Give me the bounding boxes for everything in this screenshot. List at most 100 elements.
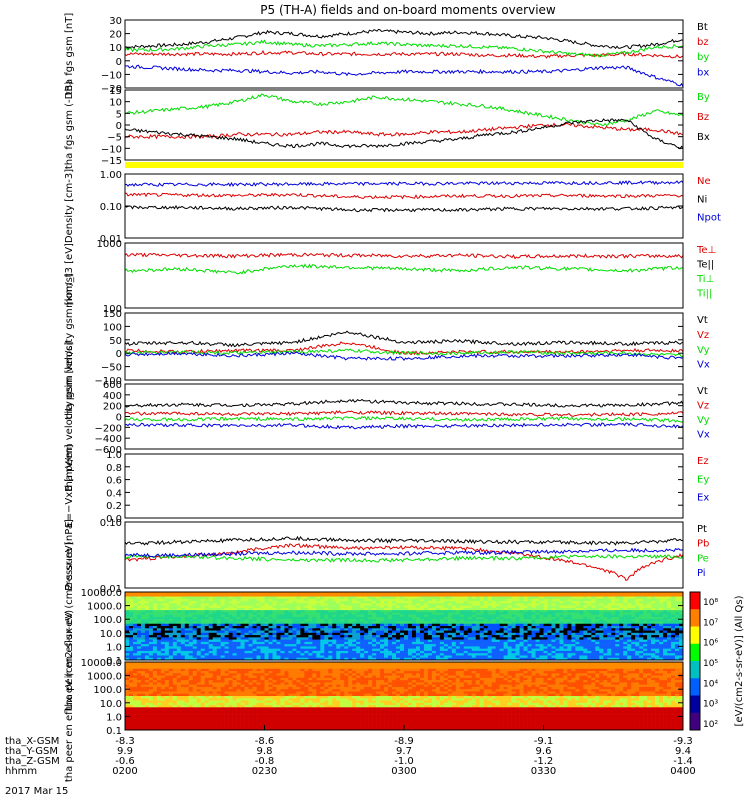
- spectrogram-cell: [225, 603, 229, 606]
- spectrogram-cell: [555, 655, 559, 658]
- spectrogram-cell: [496, 597, 500, 600]
- spectrogram-cell: [360, 606, 364, 609]
- spectrogram-cell: [627, 626, 631, 629]
- spectrogram-cell: [141, 696, 145, 699]
- spectrogram-cell: [185, 637, 189, 640]
- spectrogram-cell: [344, 646, 348, 649]
- spectrogram-cell: [440, 637, 444, 640]
- spectrogram-cell: [484, 655, 488, 658]
- spectrogram-cell: [619, 621, 623, 624]
- spectrogram-cell: [619, 617, 623, 620]
- spectrogram-cell: [272, 640, 276, 643]
- spectrogram-cell: [472, 603, 476, 606]
- spectrogram-cell: [675, 637, 679, 640]
- spectrogram-cell: [177, 606, 181, 609]
- spectrogram-cell: [364, 597, 368, 600]
- spectrogram-cell: [125, 707, 129, 710]
- spectrogram-cell: [540, 610, 544, 613]
- spectrogram-cell: [575, 617, 579, 620]
- spectrogram-cell: [141, 723, 145, 726]
- spectrogram-cell: [547, 642, 551, 645]
- spectrogram-cell: [524, 624, 528, 627]
- spectrogram-cell: [225, 617, 229, 620]
- spectrogram-cell: [145, 701, 149, 704]
- spectrogram-cell: [364, 633, 368, 636]
- spectrogram-cell: [563, 651, 567, 654]
- spectrogram-cell: [225, 644, 229, 647]
- spectrogram-cell: [392, 628, 396, 631]
- spectrogram-cell: [384, 619, 388, 622]
- spectrogram-cell: [257, 653, 261, 656]
- spectrogram-cell: [304, 610, 308, 613]
- spectrogram-cell: [241, 597, 245, 600]
- spectrogram-cell: [173, 689, 177, 692]
- spectrogram-cell: [392, 601, 396, 604]
- spectrogram-cell: [324, 619, 328, 622]
- spectrogram-cell: [532, 619, 536, 622]
- spectrogram-cell: [336, 633, 340, 636]
- spectrogram-cell: [520, 626, 524, 629]
- spectrogram-cell: [372, 644, 376, 647]
- spectrogram-cell: [153, 651, 157, 654]
- spectrogram-cell: [344, 631, 348, 634]
- spectrogram-cell: [380, 615, 384, 618]
- spectrogram-cell: [432, 646, 436, 649]
- spectrogram-cell: [575, 644, 579, 647]
- spectrogram-cell: [468, 612, 472, 615]
- spectrogram-cell: [209, 631, 213, 634]
- spectrogram-cell: [356, 651, 360, 654]
- spectrogram-cell: [185, 694, 189, 697]
- spectrogram-cell: [189, 687, 193, 690]
- spectrogram-cell: [460, 646, 464, 649]
- spectrogram-cell: [261, 594, 265, 597]
- spectrogram-cell: [261, 617, 265, 620]
- spectrogram-cell: [440, 608, 444, 611]
- spectrogram-cell: [540, 644, 544, 647]
- spectrogram-cell: [153, 628, 157, 631]
- spectrogram-cell: [169, 635, 173, 638]
- spectrogram-cell: [623, 644, 627, 647]
- spectrogram-cell: [288, 610, 292, 613]
- spectrogram-cell: [157, 635, 161, 638]
- spectrogram-cell: [587, 642, 591, 645]
- spectrogram-cell: [635, 644, 639, 647]
- spectrogram-cell: [332, 655, 336, 658]
- spectrogram-cell: [161, 664, 165, 667]
- spectrogram-cell: [611, 612, 615, 615]
- spectrogram-cell: [583, 655, 587, 658]
- spectrogram-cell: [528, 617, 532, 620]
- spectrogram-cell: [536, 603, 540, 606]
- spectrogram-cell: [300, 644, 304, 647]
- spectrogram-cell: [185, 664, 189, 667]
- spectrogram-cell: [221, 621, 225, 624]
- spectrogram-cell: [464, 608, 468, 611]
- spectrogram-cell: [177, 644, 181, 647]
- spectrogram-cell: [424, 653, 428, 656]
- spectrogram-cell: [480, 635, 484, 638]
- spectrogram-cell: [408, 635, 412, 638]
- spectrogram-cell: [237, 621, 241, 624]
- spectrogram-cell: [193, 707, 197, 710]
- spectrogram-cell: [472, 619, 476, 622]
- spectrogram-cell: [276, 606, 280, 609]
- spectrogram-cell: [193, 653, 197, 656]
- spectrogram-cell: [189, 635, 193, 638]
- spectrogram-cell: [356, 617, 360, 620]
- spectrogram-cell: [508, 601, 512, 604]
- spectrogram-cell: [284, 633, 288, 636]
- spectrogram-cell: [571, 599, 575, 602]
- spectrogram-cell: [225, 608, 229, 611]
- spectrogram-cell: [524, 601, 528, 604]
- spectrogram-cell: [145, 721, 149, 724]
- spectrogram-cell: [639, 597, 643, 600]
- spectrogram-cell: [344, 644, 348, 647]
- spectrogram-cell: [448, 610, 452, 613]
- spectrogram-cell: [540, 615, 544, 618]
- spectrogram-cell: [639, 612, 643, 615]
- spectrogram-cell: [185, 707, 189, 710]
- spectrogram-cell: [153, 664, 157, 667]
- spectrogram-cell: [623, 651, 627, 654]
- spectrogram-cell: [125, 608, 129, 611]
- spectrogram-cell: [635, 603, 639, 606]
- spectrogram-cell: [615, 599, 619, 602]
